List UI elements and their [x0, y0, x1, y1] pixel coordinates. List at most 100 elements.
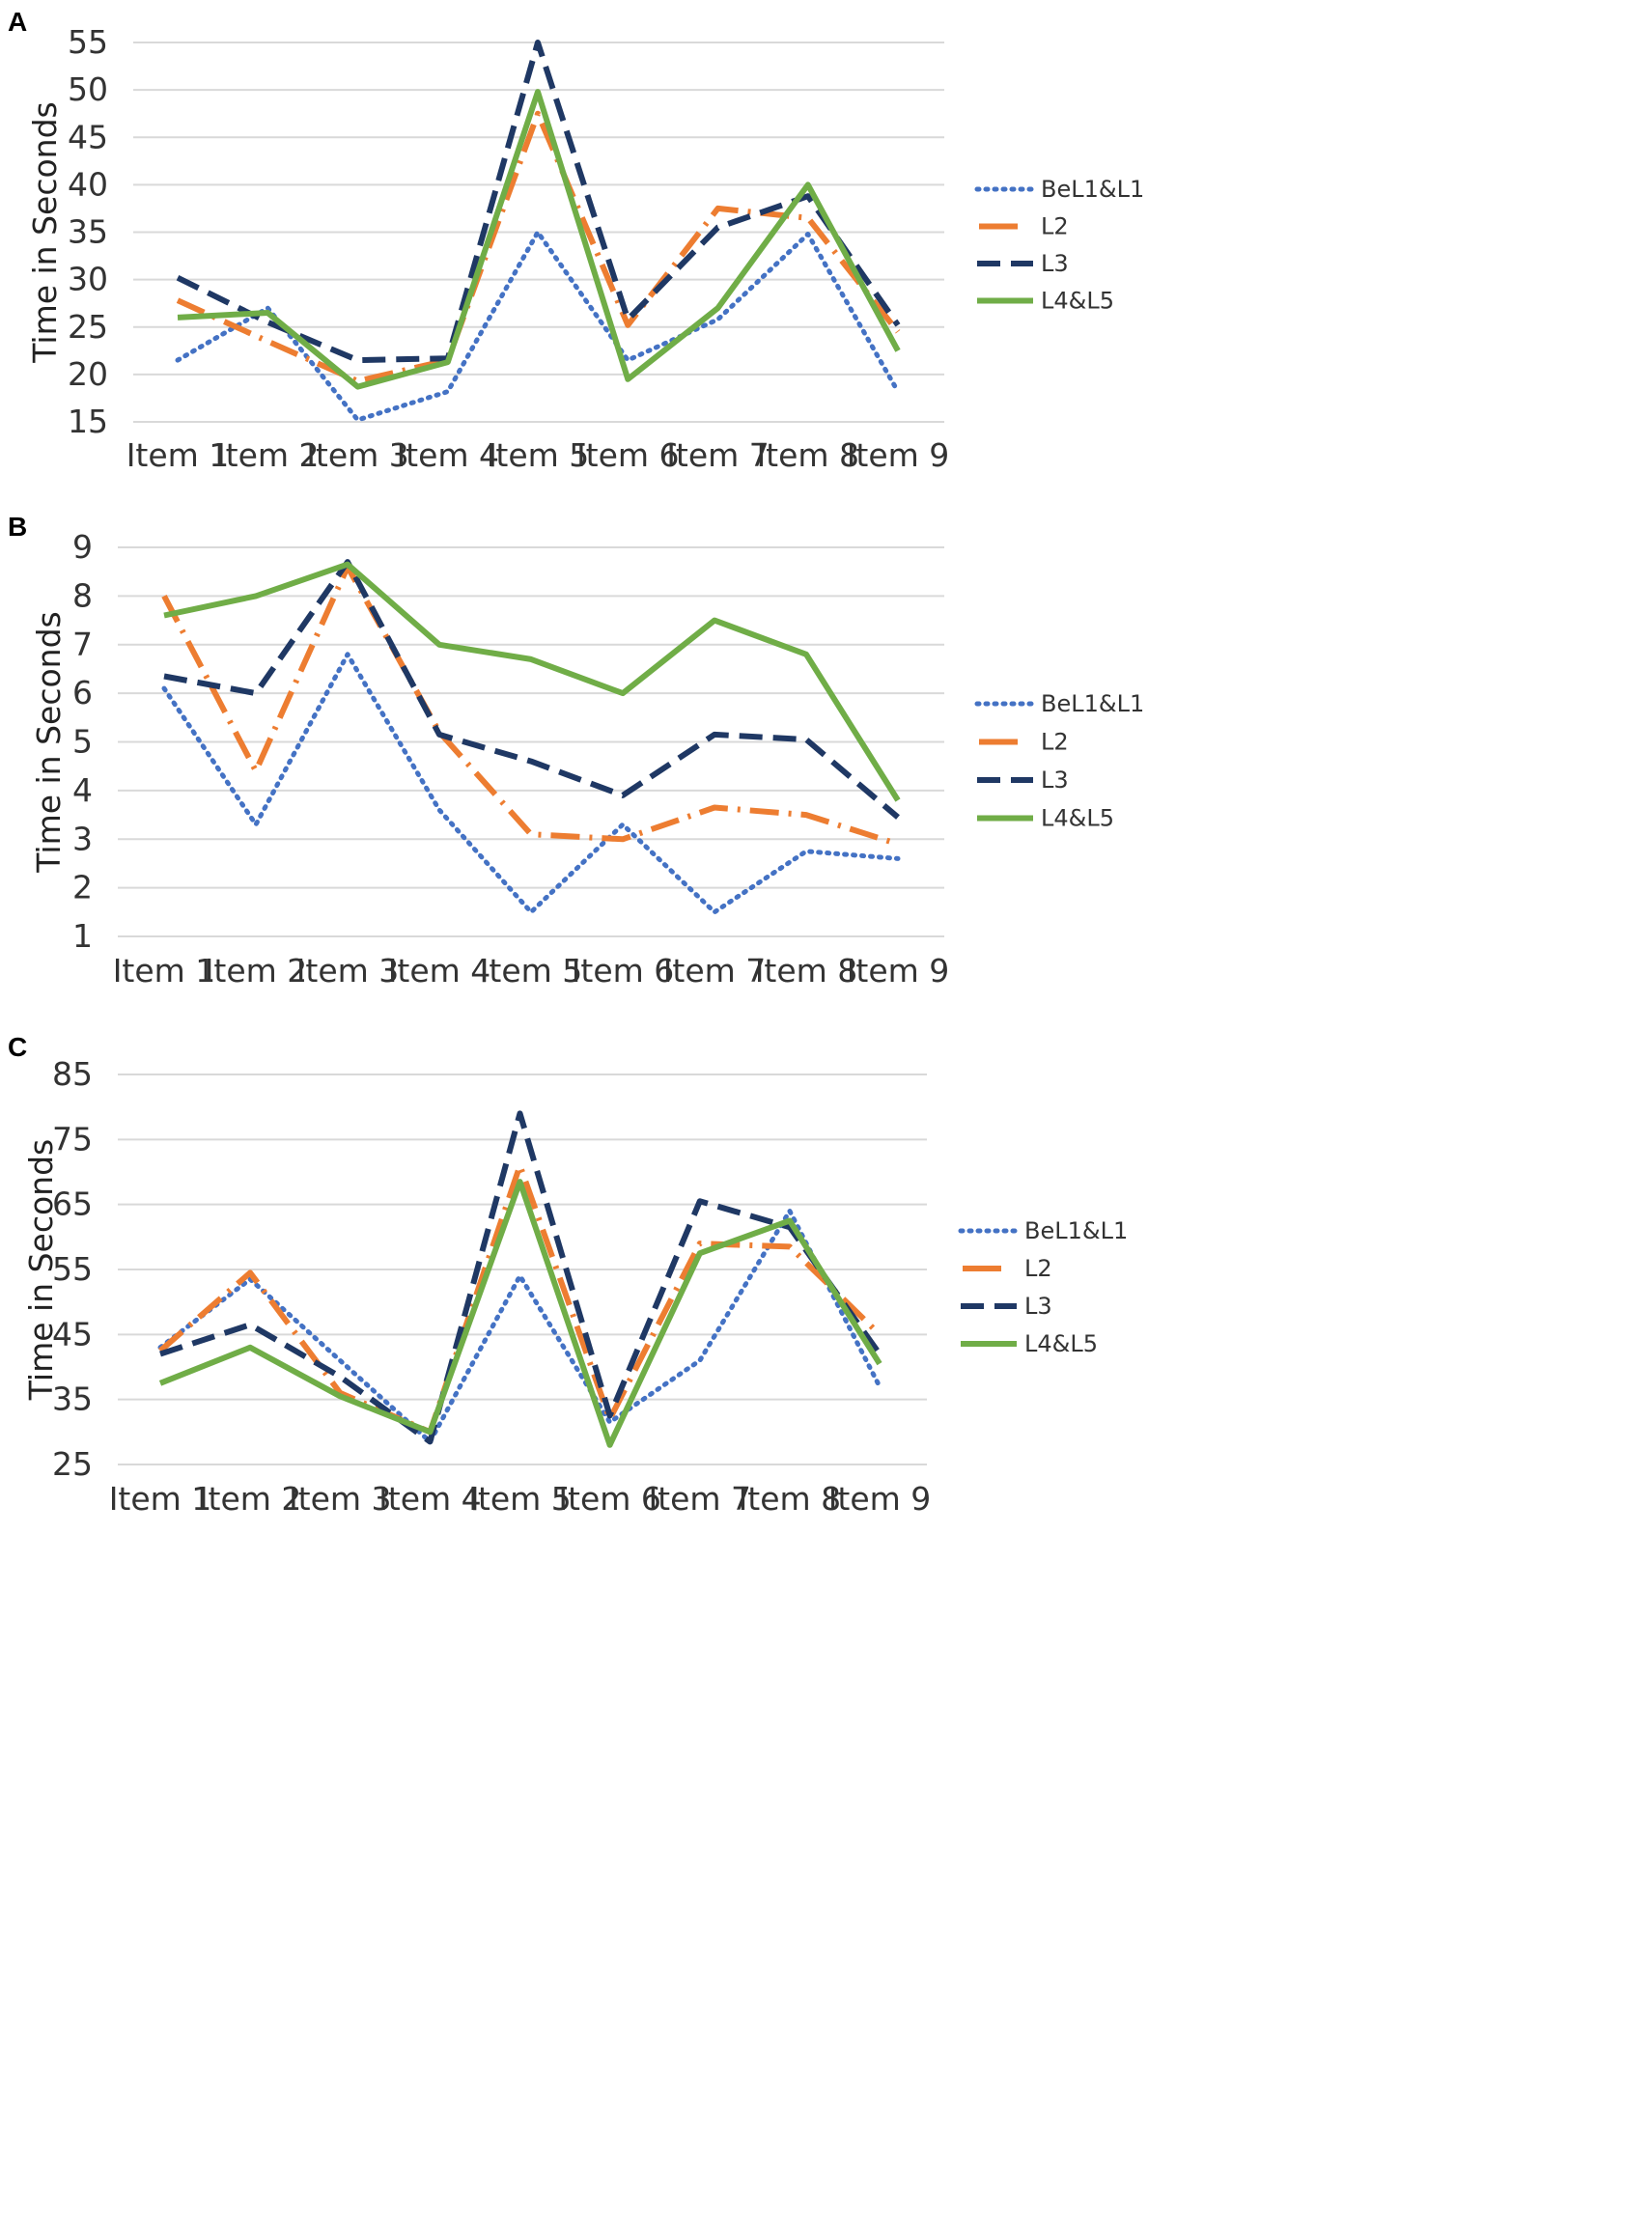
data-point	[518, 1179, 523, 1185]
y-tick-label: 35	[68, 213, 108, 251]
y-tick-label: 30	[68, 261, 108, 298]
data-point	[345, 562, 350, 568]
data-point	[445, 389, 451, 395]
data-point	[787, 1208, 793, 1213]
series-line-bel1-l1	[161, 652, 901, 915]
y-tick-label: 55	[52, 1250, 93, 1288]
data-point	[895, 841, 901, 847]
x-tick-label: Item 4	[378, 1480, 482, 1518]
y-tick-label: 15	[68, 403, 108, 440]
data-point	[895, 815, 901, 821]
series-line-l3	[176, 40, 901, 364]
series-line-l2	[176, 110, 901, 384]
data-point	[175, 297, 181, 303]
data-point	[528, 656, 534, 662]
data-point	[805, 215, 811, 221]
y-tick-label: 35	[52, 1380, 93, 1418]
legend-label: L2	[1041, 213, 1069, 240]
data-point	[803, 812, 809, 818]
y-tick-label: 50	[68, 70, 108, 108]
legend-label: L4&L5	[1041, 805, 1114, 832]
y-tick-label: 20	[68, 355, 108, 393]
data-point	[625, 357, 630, 363]
data-point	[535, 40, 541, 45]
x-tick-label: Item 9	[847, 436, 950, 474]
data-point	[265, 310, 270, 316]
data-point	[337, 1374, 343, 1380]
series-line-l4-l5	[163, 561, 901, 802]
data-point	[697, 1241, 703, 1246]
data-point	[895, 855, 901, 861]
series-line-bel1-l1	[175, 230, 901, 423]
data-point	[427, 1429, 433, 1435]
data-point	[253, 593, 259, 599]
y-tick-label: 75	[52, 1120, 93, 1157]
data-point	[528, 759, 534, 765]
data-point	[337, 1357, 343, 1363]
y-tick-label: 40	[68, 165, 108, 203]
data-point	[620, 822, 626, 827]
legend-label: L3	[1041, 767, 1069, 794]
legend-label: L4&L5	[1041, 288, 1114, 315]
series-line-l4-l5	[177, 89, 901, 390]
data-point	[625, 317, 630, 322]
data-point	[712, 909, 717, 915]
data-point	[803, 849, 809, 854]
x-tick-label: Item 2	[199, 1480, 302, 1518]
legend-label: L4&L5	[1024, 1330, 1098, 1357]
series-line-l2	[161, 564, 899, 848]
x-tick-label: Item 8	[739, 1480, 842, 1518]
data-point	[528, 909, 534, 915]
x-tick-label: Item 5	[480, 952, 583, 990]
data-point	[518, 1162, 523, 1168]
data-point	[265, 338, 270, 344]
data-point	[697, 1357, 703, 1363]
data-point	[803, 652, 809, 657]
data-point	[345, 652, 350, 657]
data-point	[607, 1413, 613, 1419]
data-point	[175, 315, 181, 321]
data-point	[535, 230, 541, 236]
y-tick-label: 55	[68, 23, 108, 61]
y-tick-label: 4	[72, 771, 93, 809]
x-tick-label: Item 8	[756, 436, 859, 474]
y-tick-label: 2	[72, 869, 93, 906]
data-point	[712, 618, 717, 624]
data-point	[253, 822, 259, 827]
data-point	[175, 275, 181, 281]
data-point	[715, 317, 721, 322]
data-point	[157, 1352, 163, 1357]
x-tick-label: Item 9	[828, 1480, 932, 1518]
data-point	[697, 1198, 703, 1204]
y-tick-label: 25	[68, 308, 108, 346]
data-point	[803, 737, 809, 742]
x-tick-label: Item 9	[847, 952, 950, 990]
data-point	[805, 231, 811, 237]
y-tick-label: 5	[72, 723, 93, 761]
y-tick-label: 8	[72, 576, 93, 614]
data-point	[337, 1393, 343, 1399]
y-tick-label: 7	[72, 626, 93, 663]
data-point	[355, 417, 361, 423]
y-tick-label: 6	[72, 674, 93, 711]
x-tick-label: Item 7	[666, 436, 770, 474]
panel-letter: B	[8, 512, 27, 542]
y-tick-label: 1	[72, 917, 93, 955]
data-point	[518, 1273, 523, 1279]
data-point	[715, 305, 721, 311]
data-point	[518, 1110, 523, 1116]
series-line-l4-l5	[158, 1179, 882, 1448]
x-tick-label: Item 7	[648, 1480, 751, 1518]
legend-label: L2	[1041, 729, 1069, 756]
data-point	[715, 206, 721, 211]
data-point	[625, 322, 630, 328]
data-point	[253, 768, 259, 774]
data-point	[247, 1269, 253, 1275]
data-point	[157, 1380, 163, 1386]
data-point	[805, 181, 811, 187]
data-point	[427, 1438, 433, 1444]
data-point	[787, 1218, 793, 1224]
data-point	[265, 320, 270, 325]
y-tick-label: 45	[52, 1315, 93, 1353]
